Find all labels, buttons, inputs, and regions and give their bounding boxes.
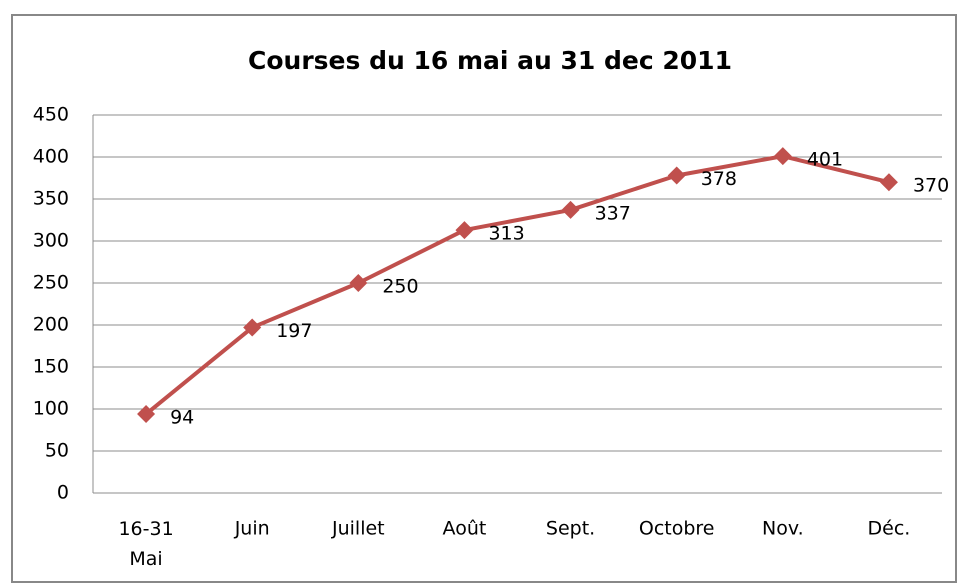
y-tick-label: 0 — [57, 482, 69, 504]
data-label: 337 — [595, 202, 631, 224]
data-label: 197 — [276, 320, 312, 342]
marker — [561, 200, 580, 219]
chart-title: Courses du 16 mai au 31 dec 2011 — [248, 46, 732, 75]
marker — [349, 274, 368, 292]
x-tick-label: Octobre — [639, 518, 715, 540]
y-tick-label: 250 — [33, 272, 69, 294]
chart-frame — [11, 14, 957, 583]
x-tick-label: 16-31 Mai — [118, 518, 173, 570]
marker — [667, 166, 686, 185]
y-tick-label: 200 — [33, 314, 69, 336]
x-tick-label: Juin — [234, 518, 270, 540]
marker — [773, 147, 792, 166]
x-tick-label: Août — [443, 518, 487, 540]
data-label: 94 — [170, 407, 194, 429]
y-tick-label: 400 — [33, 146, 69, 168]
x-tick-label: Déc. — [868, 518, 911, 540]
y-tick-label: 300 — [33, 230, 69, 252]
x-tick-label: Nov. — [762, 518, 804, 540]
marker — [137, 405, 156, 424]
marker — [455, 221, 474, 240]
y-tick-label: 450 — [33, 104, 69, 126]
y-tick-label: 350 — [33, 188, 69, 210]
data-label: 370 — [913, 175, 949, 197]
x-tick-label: Sept. — [546, 518, 595, 540]
x-tick-label: Juillet — [331, 518, 385, 540]
y-tick-label: 100 — [33, 398, 69, 420]
data-label: 378 — [701, 168, 737, 190]
y-tick-label: 50 — [45, 440, 69, 462]
marker — [243, 318, 262, 337]
y-tick-label: 150 — [33, 356, 69, 378]
data-label: 313 — [488, 223, 524, 245]
line — [144, 154, 890, 416]
data-label: 401 — [807, 149, 843, 171]
data-label: 250 — [382, 276, 418, 298]
marker — [879, 173, 898, 192]
